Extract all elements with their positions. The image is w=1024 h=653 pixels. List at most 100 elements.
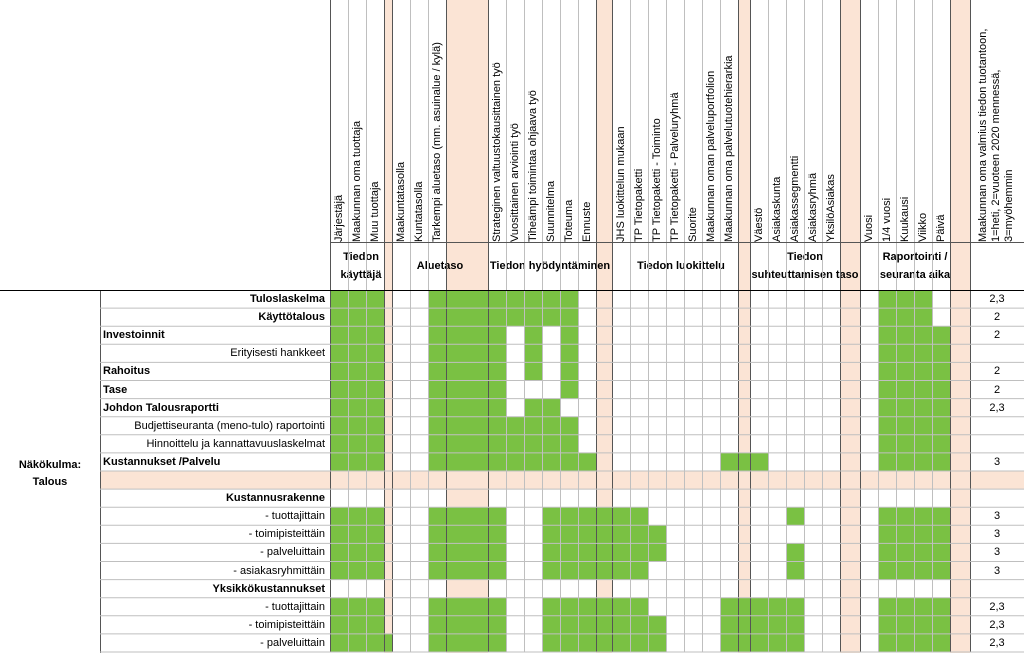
grid-cell-filled[interactable] <box>932 452 950 471</box>
grid-cell-filled[interactable] <box>914 543 932 562</box>
grid-cell-filled[interactable] <box>596 561 612 580</box>
grid-cell-filled[interactable] <box>428 326 446 345</box>
grid-cell-filled[interactable] <box>648 615 666 634</box>
grid-cell-filled[interactable] <box>932 434 950 453</box>
grid-cell-filled[interactable] <box>914 452 932 471</box>
grid-cell-filled[interactable] <box>720 452 738 471</box>
grid-cell-filled[interactable] <box>720 633 738 652</box>
grid-cell-filled[interactable] <box>446 597 488 616</box>
grid-cell-filled[interactable] <box>366 434 384 453</box>
grid-cell-filled[interactable] <box>560 597 578 616</box>
grid-cell-filled[interactable] <box>896 597 914 616</box>
grid-cell-filled[interactable] <box>896 507 914 526</box>
grid-cell-filled[interactable] <box>596 507 612 526</box>
grid-cell-filled[interactable] <box>348 633 366 652</box>
grid-cell-filled[interactable] <box>612 525 630 544</box>
grid-cell-filled[interactable] <box>330 308 348 327</box>
grid-cell-filled[interactable] <box>560 434 578 453</box>
grid-cell-filled[interactable] <box>524 326 542 345</box>
grid-cell-filled[interactable] <box>446 525 488 544</box>
grid-cell-filled[interactable] <box>428 380 446 399</box>
grid-cell-filled[interactable] <box>578 543 596 562</box>
grid-cell-filled[interactable] <box>348 326 366 345</box>
grid-cell-filled[interactable] <box>330 525 348 544</box>
grid-cell-filled[interactable] <box>932 362 950 381</box>
grid-cell-filled[interactable] <box>446 507 488 526</box>
grid-cell-filled[interactable] <box>786 543 804 562</box>
grid-cell-filled[interactable] <box>878 398 896 417</box>
grid-cell-filled[interactable] <box>630 597 648 616</box>
grid-cell-filled[interactable] <box>560 525 578 544</box>
column-header-cell[interactable]: Suunnitelma <box>542 0 560 242</box>
grid-cell-filled[interactable] <box>488 543 506 562</box>
grid-cell-filled[interactable] <box>506 416 524 435</box>
grid-cell-filled[interactable] <box>366 326 384 345</box>
grid-cell-filled[interactable] <box>630 525 648 544</box>
grid-cell-filled[interactable] <box>446 416 488 435</box>
grid-cell-filled[interactable] <box>348 416 366 435</box>
grid-cell-filled[interactable] <box>330 543 348 562</box>
row-label[interactable]: Johdon Talousraportti <box>103 401 219 414</box>
row-label[interactable]: - palveluittain <box>260 636 325 649</box>
grid-cell-filled[interactable] <box>348 561 366 580</box>
grid-cell-filled[interactable] <box>488 561 506 580</box>
readiness-value[interactable]: 2,3 <box>989 636 1005 649</box>
grid-cell-filled[interactable] <box>488 344 506 363</box>
grid-cell-filled[interactable] <box>786 507 804 526</box>
grid-cell-filled[interactable] <box>560 507 578 526</box>
grid-cell-filled[interactable] <box>596 633 612 652</box>
grid-cell-filled[interactable] <box>348 290 366 309</box>
grid-cell-filled[interactable] <box>348 543 366 562</box>
grid-cell-filled[interactable] <box>488 525 506 544</box>
grid-cell-filled[interactable] <box>896 380 914 399</box>
row-label[interactable]: - toimipisteittäin <box>248 618 325 631</box>
grid-cell-filled[interactable] <box>878 344 896 363</box>
grid-cell-filled[interactable] <box>932 525 950 544</box>
grid-cell-filled[interactable] <box>524 308 542 327</box>
grid-cell-filled[interactable] <box>348 525 366 544</box>
grid-cell-filled[interactable] <box>750 633 768 652</box>
grid-cell-filled[interactable] <box>932 380 950 399</box>
grid-cell-filled[interactable] <box>524 434 542 453</box>
grid-cell-filled[interactable] <box>896 416 914 435</box>
row-label[interactable]: - palveluittain <box>260 546 325 559</box>
grid-cell-filled[interactable] <box>738 633 750 652</box>
grid-cell-filled[interactable] <box>428 290 446 309</box>
grid-cell-filled[interactable] <box>896 615 914 634</box>
grid-cell-filled[interactable] <box>428 344 446 363</box>
grid-cell-filled[interactable] <box>896 398 914 417</box>
grid-cell-filled[interactable] <box>878 543 896 562</box>
readiness-value[interactable]: 2,3 <box>989 401 1005 414</box>
grid-cell-filled[interactable] <box>524 452 542 471</box>
grid-cell-filled[interactable] <box>914 633 932 652</box>
grid-cell-filled[interactable] <box>560 543 578 562</box>
grid-cell-filled[interactable] <box>896 434 914 453</box>
grid-cell-filled[interactable] <box>366 416 384 435</box>
grid-cell-filled[interactable] <box>560 308 578 327</box>
grid-cell-filled[interactable] <box>330 434 348 453</box>
grid-cell-filled[interactable] <box>488 434 506 453</box>
column-header-cell[interactable]: YksilöAsiakas <box>822 0 840 242</box>
grid-cell-filled[interactable] <box>542 434 560 453</box>
row-label[interactable]: Yksikkökustannukset <box>212 582 326 595</box>
grid-cell-filled[interactable] <box>648 525 666 544</box>
grid-cell-filled[interactable] <box>630 615 648 634</box>
grid-cell-filled[interactable] <box>428 597 446 616</box>
grid-cell-filled[interactable] <box>542 597 560 616</box>
grid-cell-filled[interactable] <box>914 507 932 526</box>
grid-cell-filled[interactable] <box>330 326 348 345</box>
grid-cell-filled[interactable] <box>560 362 578 381</box>
grid-cell-filled[interactable] <box>488 308 506 327</box>
group-header[interactable]: Tiedon hyödyntäminen <box>489 260 611 272</box>
grid-cell-filled[interactable] <box>348 398 366 417</box>
grid-cell-filled[interactable] <box>878 452 896 471</box>
grid-cell-filled[interactable] <box>348 507 366 526</box>
grid-cell-filled[interactable] <box>560 344 578 363</box>
grid-cell-filled[interactable] <box>488 380 506 399</box>
grid-cell-filled[interactable] <box>524 362 542 381</box>
column-header-cell[interactable]: JHS luokittelun mukaan <box>612 0 630 242</box>
grid-cell-filled[interactable] <box>488 615 506 634</box>
grid-cell-filled[interactable] <box>786 597 804 616</box>
grid-cell-filled[interactable] <box>506 434 524 453</box>
grid-cell-filled[interactable] <box>932 326 950 345</box>
